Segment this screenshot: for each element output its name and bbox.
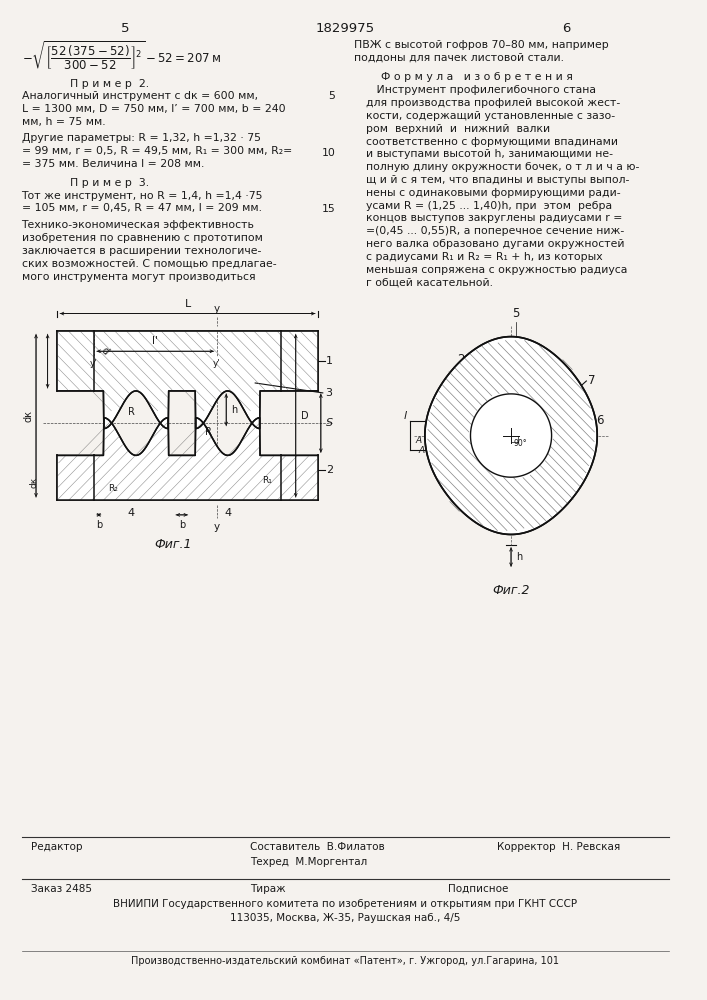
Text: Редактор: Редактор: [31, 842, 83, 852]
Text: dк: dк: [23, 410, 33, 422]
Text: Корректор  Н. Ревская: Корректор Н. Ревская: [496, 842, 620, 852]
Text: Подписное: Подписное: [448, 884, 508, 894]
Text: 10: 10: [322, 148, 335, 158]
Text: $-\sqrt{\left[\dfrac{52\,(375-52)}{300-52}\right]^2}-52=207\,\text{м}$: $-\sqrt{\left[\dfrac{52\,(375-52)}{300-5…: [21, 40, 221, 72]
Text: y': y': [213, 359, 221, 368]
Polygon shape: [425, 337, 597, 534]
Text: Аналогичный инструмент с dк = 600 мм,
L = 1300 мм, D = 750 мм, l’ = 700 мм, b = : Аналогичный инструмент с dк = 600 мм, L …: [21, 91, 285, 127]
Text: 113035, Москва, Ж-35, Раушская наб., 4/5: 113035, Москва, Ж-35, Раушская наб., 4/5: [230, 913, 460, 923]
Text: 1: 1: [326, 356, 333, 366]
Text: Другие параметры: R = 1,32, h =1,32 · 75
= 99 мм, r = 0,5, R = 49,5 мм, R₁ = 300: Другие параметры: R = 1,32, h =1,32 · 75…: [21, 133, 292, 169]
Text: 90°: 90°: [514, 439, 527, 448]
Text: Тот же инструмент, но R = 1,4, h =1,4 ·75
= 105 мм, r = 0,45, R = 47 мм, l = 209: Тот же инструмент, но R = 1,4, h =1,4 ·7…: [21, 191, 263, 213]
Text: R₂: R₂: [108, 484, 118, 493]
Text: 2: 2: [326, 465, 333, 475]
Text: h: h: [516, 552, 522, 562]
Text: B: B: [498, 401, 505, 411]
Text: A: A: [418, 446, 424, 455]
Text: Инструмент профилегибочного стана
для производства профилей высокой жест-
кости,: Инструмент профилегибочного стана для пр…: [366, 85, 640, 287]
Text: Составитель  В.Филатов: Составитель В.Филатов: [250, 842, 385, 852]
Polygon shape: [470, 394, 551, 477]
Text: Тираж: Тираж: [250, 884, 286, 894]
Text: 7: 7: [588, 374, 596, 387]
Text: ВНИИПИ Государственного комитета по изобретениям и открытиям при ГКНТ СССР: ВНИИПИ Государственного комитета по изоб…: [113, 899, 577, 909]
Text: 4: 4: [127, 508, 135, 518]
Text: 5: 5: [121, 22, 129, 35]
Text: R₁: R₁: [522, 436, 533, 446]
Text: R: R: [128, 407, 134, 417]
Text: 6: 6: [562, 22, 571, 35]
Text: ПВЖ с высотой гофров 70–80 мм, например
поддоны для пачек листовой стали.: ПВЖ с высотой гофров 70–80 мм, например …: [354, 40, 609, 63]
Text: Заказ 2485: Заказ 2485: [31, 884, 92, 894]
Text: R₂: R₂: [510, 493, 521, 503]
Text: Фиг.1: Фиг.1: [154, 538, 192, 551]
Text: 2: 2: [457, 353, 464, 366]
Text: R₁: R₁: [262, 476, 271, 485]
Text: S: S: [326, 418, 333, 428]
Text: y: y: [214, 304, 220, 314]
Text: d: d: [99, 346, 110, 357]
Text: 3: 3: [326, 388, 333, 398]
Text: y': y': [90, 359, 98, 368]
Text: Фиг.2: Фиг.2: [492, 584, 530, 597]
Text: П р и м е р  3.: П р и м е р 3.: [70, 178, 149, 188]
Text: 6: 6: [596, 414, 604, 427]
Text: D: D: [300, 411, 308, 421]
Text: 1829975: 1829975: [315, 22, 375, 35]
Polygon shape: [57, 418, 318, 500]
Text: Техред  М.Моргентал: Техред М.Моргентал: [250, 857, 368, 867]
Text: 4: 4: [224, 508, 231, 518]
Text: 5: 5: [512, 307, 520, 320]
Text: b: b: [95, 520, 102, 530]
Polygon shape: [57, 331, 318, 429]
Text: b: b: [179, 520, 185, 530]
Text: dк: dк: [30, 477, 39, 488]
Text: R: R: [206, 427, 212, 437]
Text: A: A: [486, 409, 493, 419]
Text: y: y: [214, 522, 220, 532]
Text: 15: 15: [322, 204, 335, 214]
Text: Технико-экономическая эффективность
изобретения по сравнению с прототипом
заключ: Технико-экономическая эффективность изоб…: [21, 220, 276, 282]
Text: h: h: [231, 405, 238, 415]
Text: 5: 5: [329, 91, 335, 101]
Text: L: L: [185, 299, 191, 309]
Text: Производственно-издательский комбинат «Патент», г. Ужгород, ул.Гагарина, 101: Производственно-издательский комбинат «П…: [131, 956, 559, 966]
Text: Ф о р м у л а   и з о б р е т е н и я: Ф о р м у л а и з о б р е т е н и я: [380, 72, 573, 82]
Text: l': l': [152, 336, 158, 346]
Text: П р и м е р  2.: П р и м е р 2.: [70, 79, 149, 89]
Text: A: A: [415, 436, 421, 445]
Text: l: l: [403, 411, 407, 421]
